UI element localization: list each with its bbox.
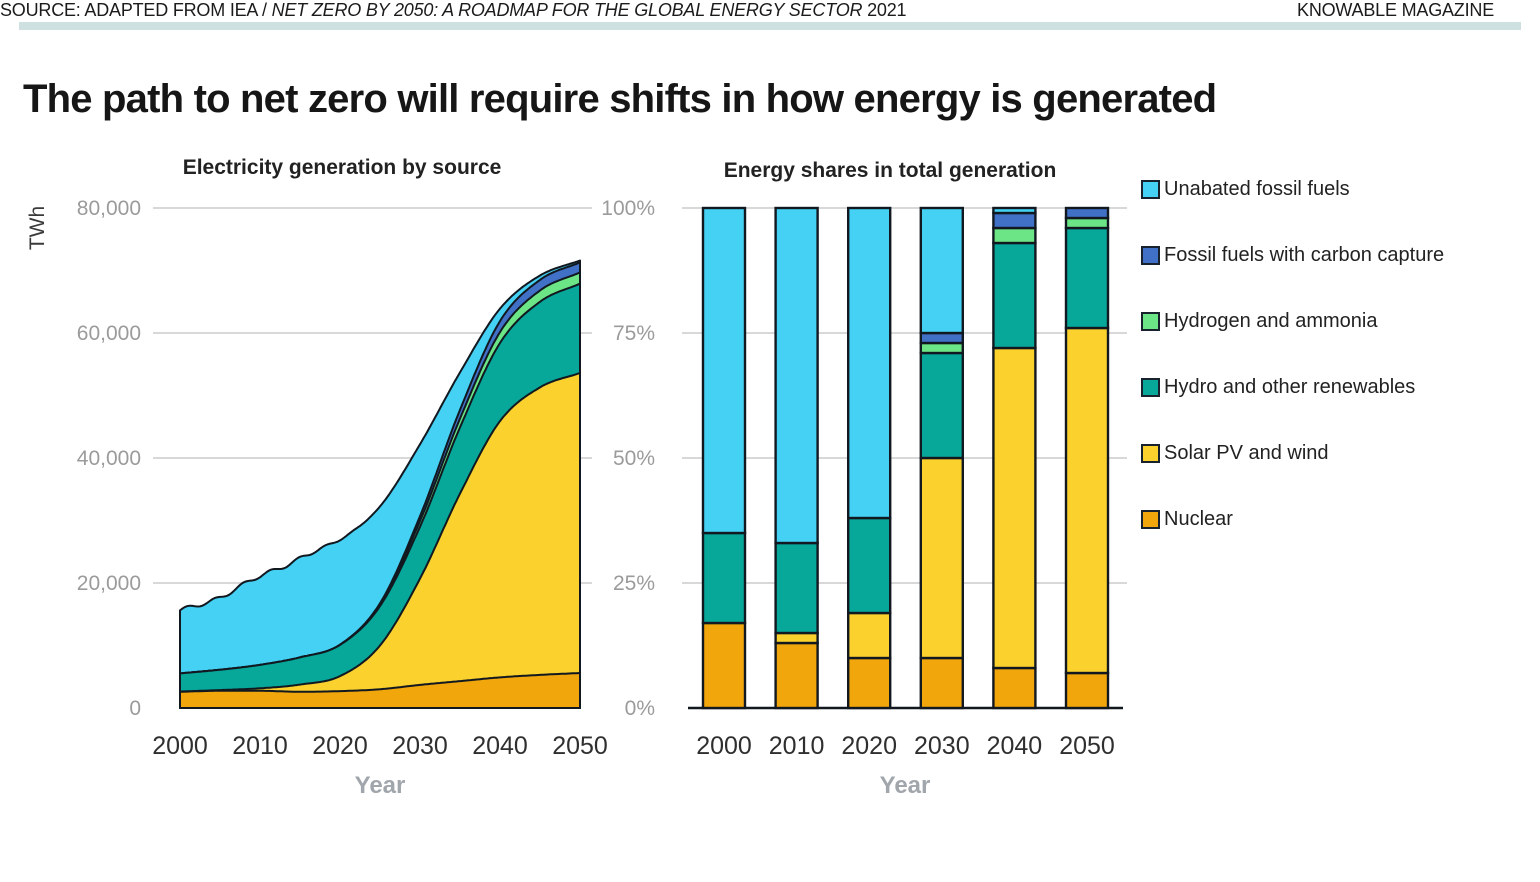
- left-chart-x-axis-label: Year: [354, 772, 406, 799]
- x-tick-label: 2040: [987, 732, 1043, 760]
- x-tick-label: 2050: [1059, 732, 1115, 760]
- y-tick-label: 40,000: [77, 447, 141, 470]
- legend-swatch-icon: [1141, 443, 1160, 463]
- right-chart: 0% 25% 50% 75% 100% 2000 2010 2020 2030 2040 2050: [601, 197, 1127, 760]
- x-tick-label: 2000: [696, 732, 752, 760]
- right-axis-ticks: 0% 25% 50% 75% 100% 2000 2010 2020 2030 2040 2050: [601, 197, 1115, 760]
- bars: [701, 206, 1110, 710]
- legend-label: Hydrogen and ammonia: [1164, 309, 1378, 332]
- bar-segment-2030-unabated: [919, 206, 964, 335]
- legend-swatch-icon: [1141, 377, 1160, 397]
- x-tick-label: 2000: [152, 732, 208, 760]
- x-tick-label: 2040: [472, 732, 528, 760]
- right-gridlines: [682, 207, 1127, 584]
- area-series: [179, 259, 581, 709]
- bar-segment-2030-ccs: [919, 331, 964, 345]
- legend-item-hydro-renewables: Hydro and other renewables: [1141, 374, 1444, 400]
- x-tick-label: 2030: [392, 732, 448, 760]
- legend-item-solar-wind: Solar PV and wind: [1141, 440, 1444, 466]
- y-tick-label: 75%: [613, 322, 655, 345]
- bar-segment-2000-hydro: [701, 531, 747, 625]
- bar-segment-2000-unabated: [701, 206, 747, 535]
- y-tick-label: 100%: [601, 197, 655, 220]
- y-tick-label: 0: [129, 697, 141, 720]
- legend-item-nuclear: Nuclear: [1141, 506, 1444, 532]
- left-axis-ticks: 0 20,000 40,000 60,000 80,000 2000 2010 2020 203…: [77, 197, 608, 760]
- right-chart-title: Energy shares in total generation: [723, 159, 1057, 182]
- bar-segment-2040-ccs: [992, 211, 1037, 230]
- y-tick-label: 25%: [613, 572, 655, 595]
- legend-label: Unabated fossil fuels: [1164, 177, 1350, 200]
- legend-label: Hydro and other renewables: [1164, 375, 1416, 398]
- bar-segment-2030-solar: [919, 456, 964, 660]
- left-chart: 0 20,000 40,000 60,000 80,000 2000 2010 2020 203…: [77, 197, 608, 760]
- x-tick-label: 2030: [914, 732, 970, 760]
- legend-label: Fossil fuels with carbon capture: [1164, 243, 1445, 266]
- legend-item-unabated-fossil-fuels: Unabated fossil fuels: [1141, 176, 1444, 202]
- legend-label: Solar PV and wind: [1164, 441, 1329, 464]
- legend-swatch-icon: [1141, 245, 1160, 265]
- y-tick-label: 20,000: [77, 572, 141, 595]
- bar-segment-2040-hydro: [992, 241, 1037, 350]
- y-tick-label: 0%: [625, 697, 655, 720]
- brand-credit: KNOWABLE MAGAZINE: [1297, 0, 1494, 20]
- bar-segment-2000-nuclear: [701, 621, 747, 710]
- source-credit: SOURCE: ADAPTED FROM IEA / NET ZERO BY 2…: [0, 0, 907, 20]
- y-tick-label: 50%: [613, 447, 655, 470]
- x-tick-label: 2010: [232, 732, 288, 760]
- bar-segment-2010-unabated: [774, 206, 819, 545]
- bar-segment-2030-hydrogen: [919, 341, 964, 355]
- page-title: The path to net zero will require shifts…: [23, 76, 1217, 121]
- bar-segment-2020-nuclear: [847, 656, 892, 710]
- legend-item-hydrogen-ammonia: Hydrogen and ammonia: [1141, 308, 1444, 334]
- legend: Unabated fossil fuels Fossil fuels with …: [1141, 176, 1444, 572]
- left-chart-title: Electricity generation by source: [182, 156, 502, 179]
- legend-swatch-icon: [1141, 311, 1160, 331]
- legend-label: Nuclear: [1164, 507, 1233, 530]
- legend-item-fossil-carbon-capture: Fossil fuels with carbon capture: [1141, 242, 1444, 268]
- legend-swatch-icon: [1141, 179, 1160, 199]
- bar-segment-2030-hydro: [919, 351, 964, 460]
- bar-segment-2050-nuclear: [1064, 671, 1110, 710]
- area-series-nuclear: [179, 672, 581, 709]
- accent-bar: [19, 22, 1521, 30]
- x-tick-label: 2010: [769, 732, 825, 760]
- bar-segment-2010-nuclear: [774, 641, 819, 710]
- bar-segment-2030-nuclear: [919, 656, 964, 710]
- x-tick-label: 2020: [312, 732, 368, 760]
- y-tick-label: 80,000: [77, 197, 141, 220]
- bar-segment-2040-hydrogen: [992, 226, 1037, 245]
- bar-segment-2050-hydrogen: [1064, 216, 1110, 230]
- footer: SOURCE: ADAPTED FROM IEA / NET ZERO BY 2…: [0, 0, 1494, 21]
- area-series-solar: [179, 372, 581, 709]
- bar-segment-2040-nuclear: [992, 666, 1037, 710]
- bar-segment-2020-unabated: [847, 206, 892, 520]
- bar-segment-2020-solar: [847, 611, 892, 660]
- right-chart-x-axis-label: Year: [879, 772, 931, 799]
- bar-segment-2040-unabated: [992, 206, 1037, 215]
- bar-segment-2050-solar: [1064, 326, 1110, 675]
- x-tick-label: 2020: [841, 732, 897, 760]
- bar-segment-2010-solar: [774, 631, 819, 645]
- y-tick-label: 60,000: [77, 322, 141, 345]
- x-tick-label: 2050: [552, 732, 608, 760]
- bar-segment-2050-hydro: [1064, 226, 1110, 330]
- legend-swatch-icon: [1141, 509, 1160, 529]
- bar-segment-2010-hydro: [774, 541, 819, 635]
- bar-segment-2040-solar: [992, 346, 1037, 670]
- bar-segment-2050-ccs: [1064, 206, 1110, 220]
- bar-segment-2020-hydro: [847, 516, 892, 615]
